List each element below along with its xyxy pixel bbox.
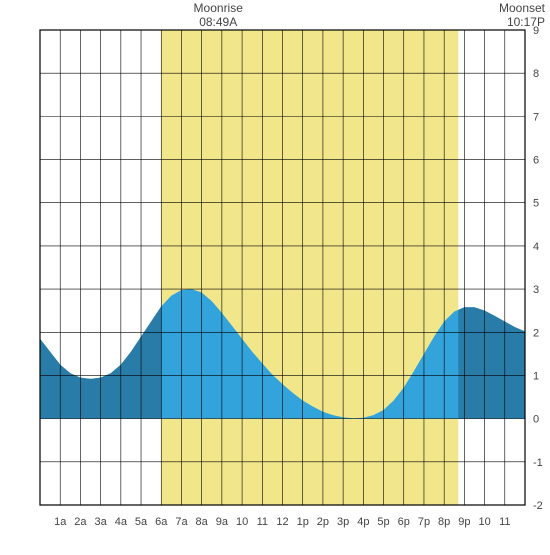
y-tick-label: 0 — [533, 414, 539, 426]
x-tick-label: 1p — [297, 516, 309, 528]
y-tick-label: 8 — [533, 68, 539, 80]
x-tick-label: 10 — [478, 516, 490, 528]
y-tick-label: 5 — [533, 198, 539, 210]
x-tick-label: 11 — [257, 516, 268, 528]
y-tick-label: -2 — [533, 500, 543, 512]
moonset-time: 10:17P — [507, 15, 545, 29]
x-tick-label: 8a — [196, 516, 209, 528]
x-tick-label: 5p — [377, 516, 389, 528]
x-tick-label: 4p — [357, 516, 369, 528]
x-tick-label: 2a — [74, 516, 87, 528]
moonrise-label: Moonrise — [194, 1, 244, 15]
x-tick-label: 12 — [276, 516, 288, 528]
x-tick-label: 5a — [135, 516, 148, 528]
tide-chart: 1a2a3a4a5a6a7a8a9a1011121p2p3p4p5p6p7p8p… — [0, 0, 550, 550]
x-tick-label: 6p — [398, 516, 410, 528]
daylight-band — [161, 30, 458, 505]
x-tick-label: 9a — [216, 516, 229, 528]
x-tick-label: 10 — [236, 516, 248, 528]
y-tick-label: 3 — [533, 284, 539, 296]
moonrise-time: 08:49A — [199, 15, 237, 29]
x-tick-label: 8p — [438, 516, 450, 528]
x-tick-label: 7a — [175, 516, 188, 528]
x-tick-label: 11 — [499, 516, 510, 528]
x-tick-label: 7p — [418, 516, 430, 528]
y-tick-label: -1 — [533, 457, 543, 469]
x-tick-label: 3p — [337, 516, 349, 528]
x-tick-label: 2p — [317, 516, 329, 528]
x-tick-label: 1a — [54, 516, 67, 528]
chart-svg: 1a2a3a4a5a6a7a8a9a1011121p2p3p4p5p6p7p8p… — [0, 0, 550, 550]
y-tick-label: 1 — [533, 370, 539, 382]
x-tick-label: 3a — [95, 516, 108, 528]
y-tick-label: 2 — [533, 327, 539, 339]
x-tick-label: 9p — [458, 516, 470, 528]
moonset-label: Moonset — [499, 1, 546, 15]
y-tick-label: 6 — [533, 155, 539, 167]
y-tick-label: 7 — [533, 111, 539, 123]
x-tick-label: 4a — [115, 516, 128, 528]
y-tick-label: 4 — [533, 241, 539, 253]
x-tick-label: 6a — [155, 516, 168, 528]
